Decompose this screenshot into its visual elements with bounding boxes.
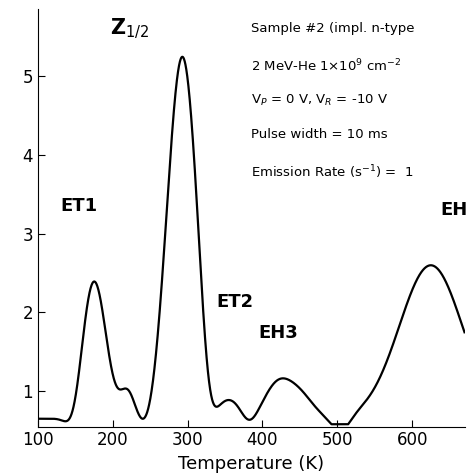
Text: 2 MeV-He 1×10$^{9}$ cm$^{-2}$: 2 MeV-He 1×10$^{9}$ cm$^{-2}$ (251, 57, 401, 74)
Text: EH: EH (440, 201, 468, 219)
Text: Z$_{1/2}$: Z$_{1/2}$ (110, 17, 149, 41)
Text: EH3: EH3 (259, 324, 299, 342)
X-axis label: Temperature (K): Temperature (K) (178, 455, 324, 473)
Text: V$_{P}$ = 0 V, V$_{R}$ = -10 V: V$_{P}$ = 0 V, V$_{R}$ = -10 V (251, 93, 388, 108)
Text: Emission Rate (s$^{-1}$) =  1: Emission Rate (s$^{-1}$) = 1 (251, 164, 414, 182)
Text: ET1: ET1 (60, 197, 98, 215)
Text: Pulse width = 10 ms: Pulse width = 10 ms (251, 128, 388, 141)
Text: Sample #2 (impl. n-type: Sample #2 (impl. n-type (251, 22, 415, 35)
Text: ET2: ET2 (216, 293, 253, 311)
